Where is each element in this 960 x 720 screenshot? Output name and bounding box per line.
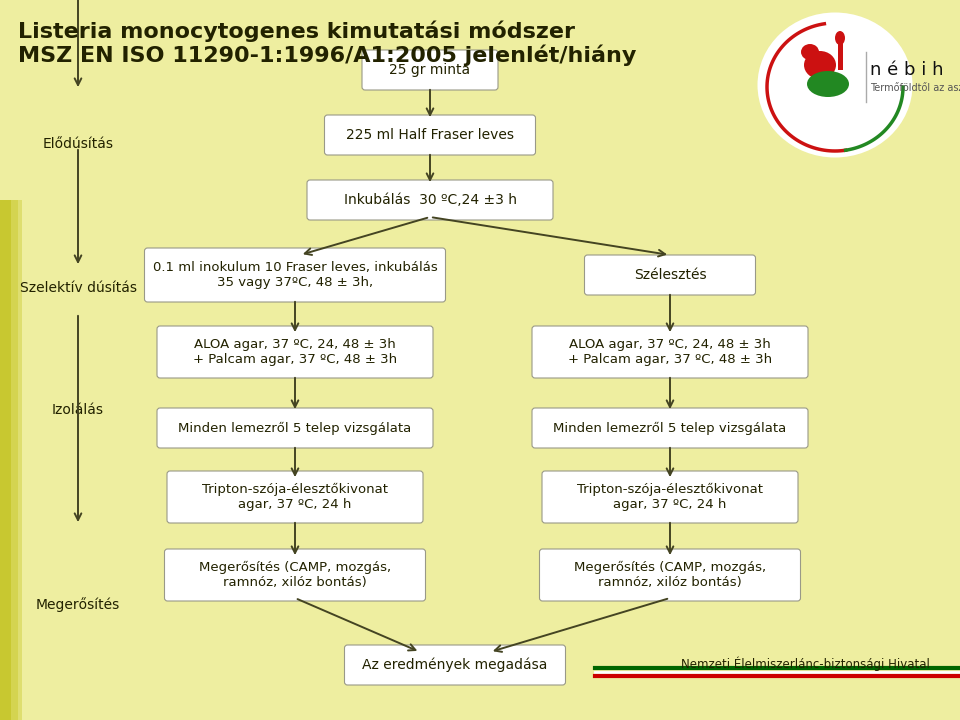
FancyBboxPatch shape	[585, 255, 756, 295]
Text: Elődúsítás: Elődúsítás	[42, 137, 113, 151]
FancyBboxPatch shape	[532, 326, 808, 378]
Text: Inkubálás  30 ºC,24 ±3 h: Inkubálás 30 ºC,24 ±3 h	[344, 193, 516, 207]
FancyBboxPatch shape	[542, 471, 798, 523]
FancyBboxPatch shape	[307, 180, 553, 220]
Ellipse shape	[807, 71, 849, 97]
Ellipse shape	[804, 51, 836, 79]
FancyBboxPatch shape	[164, 549, 425, 601]
FancyBboxPatch shape	[362, 50, 498, 90]
FancyBboxPatch shape	[532, 408, 808, 448]
Text: n é b i h: n é b i h	[870, 61, 944, 79]
Text: Minden lemezről 5 telep vizsgálata: Minden lemezről 5 telep vizsgálata	[553, 421, 786, 435]
Text: 0.1 ml inokulum 10 Fraser leves, inkubálás
35 vagy 37ºC, 48 ± 3h,: 0.1 ml inokulum 10 Fraser leves, inkubál…	[153, 261, 438, 289]
Text: Nemzeti Élelmiszerlánc-biztonsági Hivatal: Nemzeti Élelmiszerlánc-biztonsági Hivata…	[682, 657, 930, 671]
Text: Megerősítés (CAMP, mozgás,
ramnóz, xilóz bontás): Megerősítés (CAMP, mozgás, ramnóz, xilóz…	[199, 561, 391, 589]
Bar	[11, 200, 18, 720]
Ellipse shape	[835, 31, 845, 45]
Text: Termőföldtől az asztalig: Termőföldtől az asztalig	[870, 83, 960, 94]
Text: 225 ml Half Fraser leves: 225 ml Half Fraser leves	[346, 128, 514, 142]
FancyBboxPatch shape	[345, 645, 565, 685]
FancyBboxPatch shape	[157, 408, 433, 448]
FancyBboxPatch shape	[157, 326, 433, 378]
Text: Minden lemezről 5 telep vizsgálata: Minden lemezről 5 telep vizsgálata	[179, 421, 412, 435]
Text: Megerősítés: Megerősítés	[36, 598, 120, 612]
Text: ALOA agar, 37 ºC, 24, 48 ± 3h
+ Palcam agar, 37 ºC, 48 ± 3h: ALOA agar, 37 ºC, 24, 48 ± 3h + Palcam a…	[193, 338, 397, 366]
FancyBboxPatch shape	[540, 549, 801, 601]
Text: Szelektív dúsítás: Szelektív dúsítás	[19, 281, 136, 295]
Bar	[18, 200, 22, 720]
Text: Tripton-szója-élesztőkivonat
agar, 37 ºC, 24 h: Tripton-szója-élesztőkivonat agar, 37 ºC…	[577, 483, 763, 511]
Text: Listeria monocytogenes kimutatási módszer: Listeria monocytogenes kimutatási módsze…	[18, 20, 575, 42]
Bar	[838, 42, 843, 70]
Text: MSZ EN ISO 11290-1:1996/A1:2005 jelenlét/hiány: MSZ EN ISO 11290-1:1996/A1:2005 jelenlét…	[18, 45, 636, 66]
Text: Izolálás: Izolálás	[52, 403, 104, 418]
FancyBboxPatch shape	[167, 471, 423, 523]
Text: Tripton-szója-élesztőkivonat
agar, 37 ºC, 24 h: Tripton-szója-élesztőkivonat agar, 37 ºC…	[202, 483, 388, 511]
Ellipse shape	[757, 12, 913, 158]
FancyBboxPatch shape	[145, 248, 445, 302]
Text: Az eredmények megadása: Az eredmények megadása	[362, 658, 548, 672]
Text: Megerősítés (CAMP, mozgás,
ramnóz, xilóz bontás): Megerősítés (CAMP, mozgás, ramnóz, xilóz…	[574, 561, 766, 589]
Text: 25 gr minta: 25 gr minta	[390, 63, 470, 77]
Ellipse shape	[801, 44, 819, 60]
Text: Szélesztés: Szélesztés	[634, 268, 707, 282]
FancyBboxPatch shape	[324, 115, 536, 155]
Text: ALOA agar, 37 ºC, 24, 48 ± 3h
+ Palcam agar, 37 ºC, 48 ± 3h: ALOA agar, 37 ºC, 24, 48 ± 3h + Palcam a…	[568, 338, 772, 366]
Bar	[0, 200, 11, 720]
